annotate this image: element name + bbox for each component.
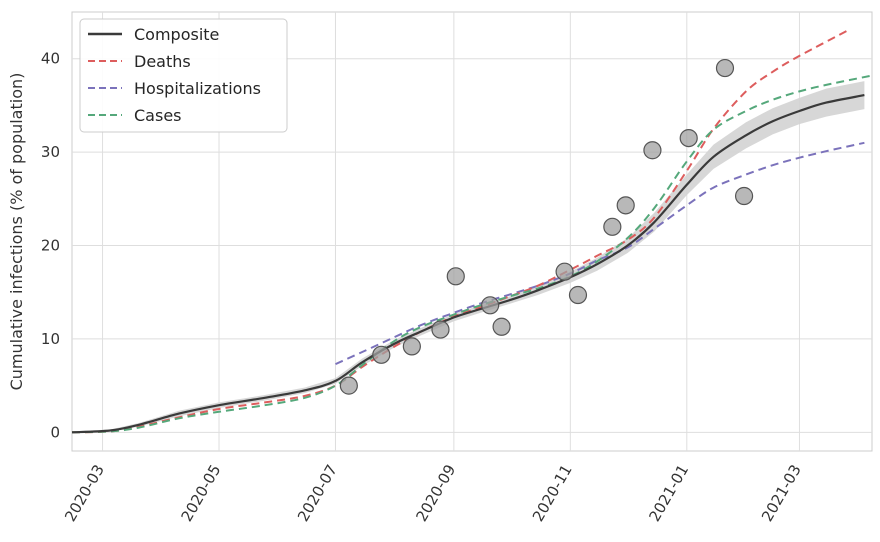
x-tick-label: 2020-11 [529,461,576,524]
cases-line [71,74,873,434]
legend: Composite Deaths Hospitalizations Cases [79,18,288,133]
y-tick-label: 10 [41,330,60,348]
y-tick-label: 40 [41,50,60,68]
x-tick-label: 2020-07 [294,461,341,524]
scatter-point [402,337,421,356]
deaths-line [71,28,850,434]
hospitalizations-legend-label: Hospitalizations [134,79,261,98]
scatter-point [603,217,622,236]
scatter-point [481,296,500,315]
scatter-point [616,196,635,215]
scatter-point [446,267,465,286]
y-tick-labels: 0 10 20 30 40 [41,50,60,442]
y-tick-label: 0 [50,423,60,441]
y-axis-label: Cumulative infections (% of population) [7,73,26,391]
scatter-point [339,376,358,395]
scatter-points [339,58,754,395]
cases-legend-label: Cases [134,106,182,125]
scatter-point [372,345,391,364]
scatter-point [568,285,588,305]
scatter-point [679,128,698,148]
composite-legend-label: Composite [134,25,219,44]
grid [72,12,872,451]
x-tick-label: 2021-03 [758,461,805,524]
x-tick-labels: 2020-03 2020-05 2020-07 2020-09 2020-11 2021-… [61,461,805,524]
scatter-point [555,262,574,281]
scatter-point [431,320,450,339]
hospitalizations-line [335,141,865,366]
x-tick-label: 2020-09 [412,461,459,524]
scatter-point [643,141,662,160]
x-tick-label: 2020-03 [61,461,108,524]
deaths-legend-label: Deaths [134,52,191,71]
scatter-point [492,317,511,336]
y-tick-label: 30 [41,143,60,161]
x-tick-label: 2021-01 [645,461,692,524]
scatter-point [734,186,754,206]
legend-box [79,18,288,133]
y-tick-label: 20 [41,237,60,255]
scatter-point [715,58,735,78]
x-tick-label: 2020-05 [178,461,225,524]
